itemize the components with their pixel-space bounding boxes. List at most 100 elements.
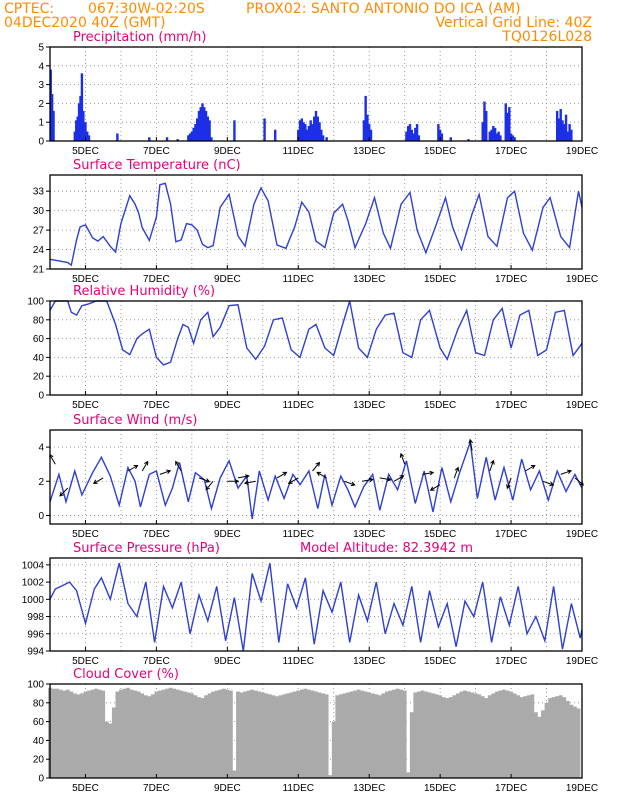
- header-coords: 067:30W-02:20S: [88, 1, 205, 17]
- data-bar: [544, 702, 549, 778]
- y-tick-label: 2: [38, 477, 44, 488]
- header-grid-note: Vertical Grid Line: 40Z: [436, 15, 592, 31]
- data-bar: [175, 689, 180, 778]
- panel-1: Surface Temperature (nC) 21 24 27 30 33 5DEC 7D…: [33, 158, 598, 285]
- data-bar: [73, 131, 77, 141]
- data-bar: [563, 124, 566, 141]
- data-bar: [299, 689, 304, 778]
- data-bar: [367, 692, 372, 778]
- x-tick-label: 13DEC: [353, 656, 385, 667]
- y-tick-label: 80: [33, 698, 45, 709]
- data-bar: [349, 691, 354, 778]
- data-bar: [250, 689, 255, 778]
- wind-vector-arrow: [453, 466, 460, 479]
- data-bar: [328, 775, 333, 778]
- data-bar: [143, 695, 148, 778]
- data-bar: [119, 689, 123, 778]
- data-bar: [459, 691, 464, 778]
- y-tick-label: 0: [38, 391, 44, 402]
- data-bar: [133, 690, 138, 778]
- data-bar: [511, 135, 515, 141]
- data-bar: [199, 107, 202, 141]
- wind-vector-arrow: [159, 469, 172, 475]
- y-tick-label: 996: [27, 629, 44, 640]
- data-bar: [399, 689, 404, 778]
- wind-vector-arrow: [312, 461, 321, 472]
- y-tick-label: 24: [33, 245, 45, 256]
- data-bar: [487, 695, 492, 778]
- y-tick-label: 100: [27, 297, 44, 308]
- data-bar: [179, 690, 184, 778]
- y-tick-label: 80: [33, 315, 45, 326]
- data-bar: [314, 691, 318, 778]
- x-tick-label: 5DEC: [72, 146, 99, 157]
- panel-title: Precipitation (mm/h): [73, 30, 206, 45]
- data-bar: [208, 120, 211, 141]
- data-bar: [490, 129, 493, 141]
- y-tick-label: 20: [33, 755, 45, 766]
- data-bar: [108, 723, 113, 778]
- data-bar: [126, 687, 130, 778]
- data-bar: [381, 693, 386, 778]
- y-tick-label: 30: [33, 206, 45, 217]
- data-bar: [402, 690, 407, 778]
- data-bar: [362, 120, 366, 141]
- x-tick-label: 17DEC: [495, 274, 527, 285]
- data-bar: [555, 696, 560, 778]
- panel-5: Cloud Cover (%) 0 20 40 60 80 100 5DEC 7DEC 9DEC 1…: [27, 667, 598, 794]
- data-bar: [176, 139, 179, 141]
- data-bar: [210, 137, 213, 141]
- data-bar: [385, 691, 389, 778]
- data-bar: [298, 120, 302, 141]
- wind-vector-arrow: [422, 470, 435, 476]
- data-bar: [200, 698, 205, 778]
- data-bar: [455, 693, 460, 778]
- data-bar: [115, 691, 120, 778]
- y-tick-label: 40: [33, 736, 45, 747]
- data-bar: [236, 691, 240, 778]
- wind-vector-arrow: [468, 438, 473, 451]
- model-altitude: Model Altitude: 82.3942 m: [300, 541, 473, 556]
- data-series-line: [49, 300, 583, 366]
- y-tick-label: 2: [38, 99, 44, 110]
- y-tick-label: 1002: [22, 578, 45, 589]
- data-bar: [122, 688, 127, 778]
- wind-vector-arrow: [316, 471, 327, 479]
- data-bar: [508, 107, 511, 141]
- x-tick-label: 9DEC: [214, 274, 241, 285]
- data-bar: [568, 124, 571, 141]
- panel-4: Surface Pressure (hPa) 994 996 998 1000 1002 1…: [22, 541, 598, 667]
- data-bar: [415, 124, 419, 141]
- data-bar: [505, 690, 510, 778]
- y-tick-label: 40: [33, 353, 45, 364]
- data-bar: [289, 692, 294, 778]
- data-bar: [97, 689, 102, 778]
- data-bar: [342, 693, 347, 778]
- data-bar: [320, 129, 323, 141]
- data-bar: [366, 114, 369, 141]
- panel-title: Surface Wind (m/s): [73, 413, 197, 428]
- data-bar: [395, 688, 400, 778]
- data-bar: [506, 112, 509, 141]
- y-tick-label: 20: [33, 372, 45, 383]
- y-tick-label: 100: [27, 680, 44, 691]
- data-bar: [407, 125, 410, 141]
- data-bar: [76, 694, 81, 778]
- panel-frame: [49, 174, 583, 270]
- data-bar: [154, 691, 159, 778]
- data-bar: [182, 691, 187, 778]
- panel-2: Relative Humidity (%) 0 20 40 60 80 100 5DEC 7DE…: [27, 284, 598, 411]
- data-bar: [493, 127, 497, 141]
- wind-vector-arrow: [92, 477, 104, 484]
- data-bar: [203, 107, 206, 141]
- data-bar: [314, 110, 318, 141]
- data-bar: [239, 692, 244, 778]
- data-bar: [438, 695, 443, 778]
- data-bar: [321, 135, 325, 141]
- data-bar: [530, 694, 535, 778]
- data-bar: [186, 692, 191, 778]
- data-bar: [557, 118, 561, 141]
- data-bar: [303, 688, 308, 778]
- data-series-line: [49, 441, 583, 520]
- x-tick-label: 15DEC: [424, 783, 456, 794]
